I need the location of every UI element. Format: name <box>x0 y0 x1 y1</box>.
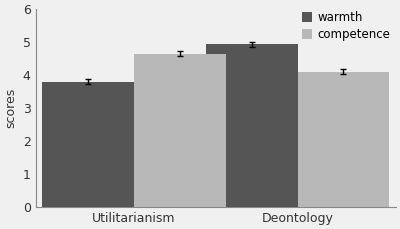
Bar <box>206 44 298 207</box>
Bar <box>42 82 134 207</box>
Bar <box>298 72 389 207</box>
Legend: warmth, competence: warmth, competence <box>302 11 390 41</box>
Bar <box>134 54 226 207</box>
Y-axis label: scores: scores <box>4 88 17 128</box>
